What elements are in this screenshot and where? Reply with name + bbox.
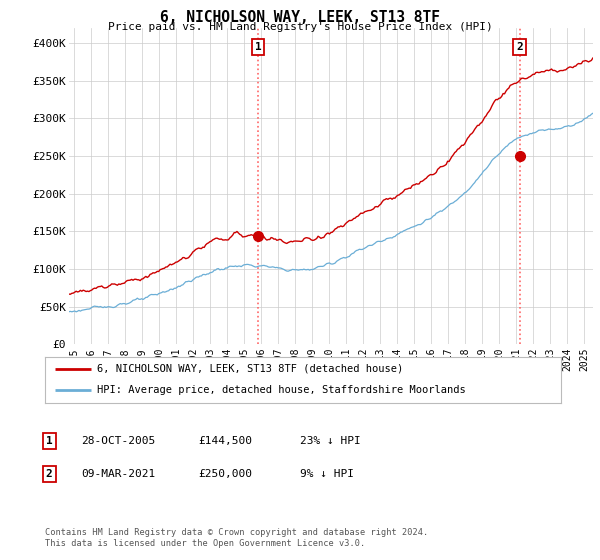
Text: 1: 1 <box>46 436 53 446</box>
Text: 23% ↓ HPI: 23% ↓ HPI <box>300 436 361 446</box>
Text: 9% ↓ HPI: 9% ↓ HPI <box>300 469 354 479</box>
Text: £144,500: £144,500 <box>198 436 252 446</box>
Text: 09-MAR-2021: 09-MAR-2021 <box>81 469 155 479</box>
Text: 6, NICHOLSON WAY, LEEK, ST13 8TF (detached house): 6, NICHOLSON WAY, LEEK, ST13 8TF (detach… <box>97 364 403 374</box>
Text: 6, NICHOLSON WAY, LEEK, ST13 8TF: 6, NICHOLSON WAY, LEEK, ST13 8TF <box>160 10 440 25</box>
Text: 28-OCT-2005: 28-OCT-2005 <box>81 436 155 446</box>
Text: HPI: Average price, detached house, Staffordshire Moorlands: HPI: Average price, detached house, Staf… <box>97 385 466 395</box>
Text: £250,000: £250,000 <box>198 469 252 479</box>
Text: 2: 2 <box>516 42 523 52</box>
Text: 1: 1 <box>255 42 262 52</box>
Text: Contains HM Land Registry data © Crown copyright and database right 2024.
This d: Contains HM Land Registry data © Crown c… <box>45 528 428 548</box>
Text: Price paid vs. HM Land Registry's House Price Index (HPI): Price paid vs. HM Land Registry's House … <box>107 22 493 32</box>
Text: 2: 2 <box>46 469 53 479</box>
